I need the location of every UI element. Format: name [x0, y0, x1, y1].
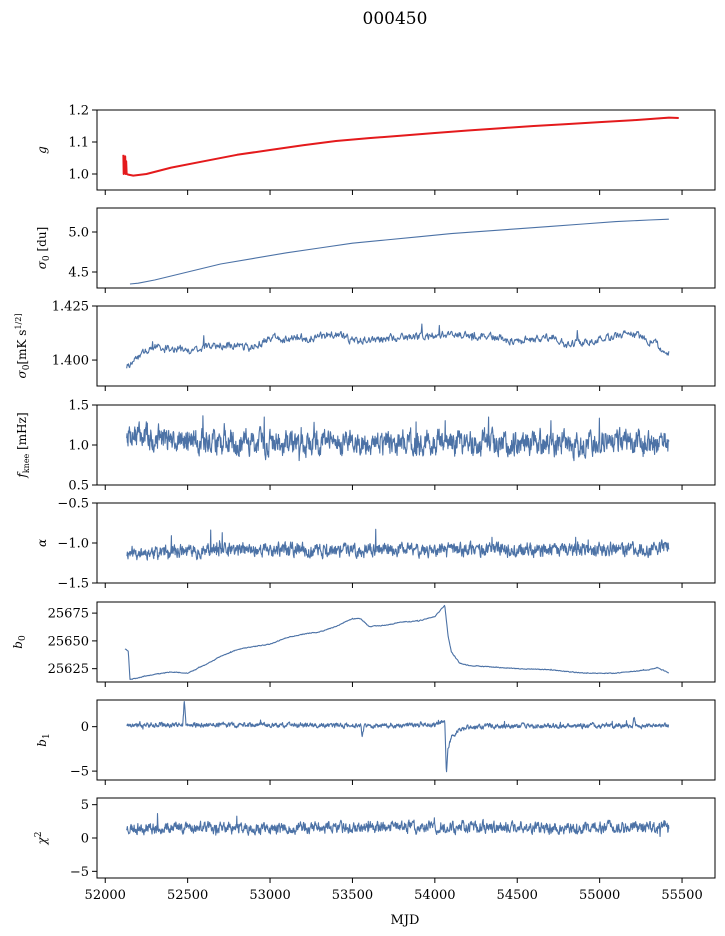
- panel-5: 25625 25650 25675 b0: [11, 601, 716, 687]
- xtick-label-1: 52500: [167, 888, 208, 903]
- panel-2-ytick-label-0: 1.400: [52, 354, 89, 369]
- panel-0-series-0: [122, 117, 669, 177]
- panel-4-ytick-label-0: −1.5: [57, 577, 89, 592]
- xtick-label-2: 53000: [249, 888, 290, 903]
- panel-4: −1.5 −1.0 −0.5 α: [35, 497, 716, 592]
- panel-0-ytick-label-2: 1.2: [68, 104, 89, 119]
- panel-6-frame: [96, 699, 716, 781]
- panel-2: 1.400 1.425 σ0[mK s1/2]: [14, 300, 716, 391]
- panel-7-ytick-label-0: −5: [70, 865, 89, 880]
- panel-7-series-group: [126, 813, 670, 838]
- xtick-label-6: 55000: [579, 888, 620, 903]
- panel-2-series-group: [126, 323, 670, 369]
- panel-3-ytick-label-0: 0.5: [68, 479, 89, 494]
- panel-5-ylabel: b0: [11, 635, 28, 649]
- xtick-label-5: 54500: [497, 888, 538, 903]
- panel-7-ylabel: χ2: [34, 831, 49, 845]
- xtick-label-3: 53500: [332, 888, 373, 903]
- panel-1-series-0: [129, 218, 669, 285]
- panel-1-ylabel: σ0 [du]: [35, 227, 52, 270]
- panel-1-frame: [96, 207, 716, 289]
- xtick-label-0: 52000: [85, 888, 126, 903]
- panel-5-ytick-label-1: 25650: [48, 634, 89, 649]
- panel-4-series-0: [126, 528, 670, 561]
- panel-7: −5 0 5 52000 52500 53000 53500 54000 54500 55000 5…: [34, 797, 716, 903]
- panel-7-ytick-label-2: 5: [81, 798, 89, 813]
- panel-3-series-group: [126, 415, 670, 462]
- panel-2-ytick-label-1: 1.425: [52, 300, 89, 315]
- panel-2-frame: [96, 305, 716, 387]
- panel-3-ytick-label-2: 1.5: [68, 399, 89, 414]
- panel-6-series-group: [126, 700, 670, 773]
- panel-4-ylabel: α: [35, 539, 49, 547]
- panel-7-frame: [96, 797, 716, 879]
- panel-6-ylabel: b1: [35, 733, 52, 746]
- panel-1-ytick-label-1: 5.0: [68, 226, 89, 241]
- panel-5-ytick-label-2: 25675: [48, 607, 89, 622]
- panel-5-series-0: [124, 604, 670, 680]
- panel-1-ytick-label-0: 4.5: [68, 266, 89, 281]
- panel-5-frame: [96, 601, 716, 683]
- panel-2-series-0: [126, 323, 670, 369]
- panel-4-ytick-label-2: −0.5: [57, 497, 89, 512]
- panel-6: −5 0 b1: [35, 699, 716, 785]
- panel-0: 1.0 1.1 1.2 g: [35, 104, 716, 195]
- panel-2-ylabel: σ0[mK s1/2]: [14, 314, 32, 379]
- panel-4-ytick-label-1: −1.0: [57, 537, 89, 552]
- xtick-label-4: 54000: [414, 888, 455, 903]
- panel-0-series-1: [122, 116, 679, 177]
- panel-1: 4.5 5.0 σ0 [du]: [35, 207, 716, 293]
- panel-6-ytick-label-0: −5: [70, 765, 89, 780]
- panel-1-series-group: [129, 218, 669, 285]
- panel-3-ylabel: fknee [mHz]: [15, 412, 31, 478]
- panel-0-ytick-label-0: 1.0: [68, 168, 89, 183]
- panel-0-frame: [96, 109, 716, 191]
- panel-7-ytick-label-1: 0: [81, 832, 89, 847]
- panel-3-ytick-label-1: 1.0: [68, 439, 89, 454]
- panel-0-ytick-label-1: 1.1: [68, 136, 89, 151]
- panel-3-series-0: [126, 415, 670, 462]
- panel-0-series-group: [122, 116, 679, 177]
- xtick-label-7: 55500: [661, 888, 702, 903]
- panel-6-ytick-label-1: 0: [81, 720, 89, 735]
- x-axis-label: MJD: [391, 913, 420, 928]
- panel-3: 0.5 1.0 1.5 fknee [mHz]: [15, 399, 716, 494]
- panel-4-series-group: [126, 528, 670, 561]
- panel-0-ylabel: g: [35, 146, 49, 154]
- panel-7-series-0: [126, 813, 670, 838]
- panel-5-ytick-label-0: 25625: [48, 662, 89, 677]
- panel-5-series-group: [124, 604, 670, 680]
- panel-6-series-0: [126, 700, 670, 773]
- panels: 1.0 1.1 1.2 g 4.5 5.0 σ0 [du] 1.400 1.425 σ0[mK s…: [11, 104, 716, 903]
- figure-title: 000450: [363, 9, 428, 29]
